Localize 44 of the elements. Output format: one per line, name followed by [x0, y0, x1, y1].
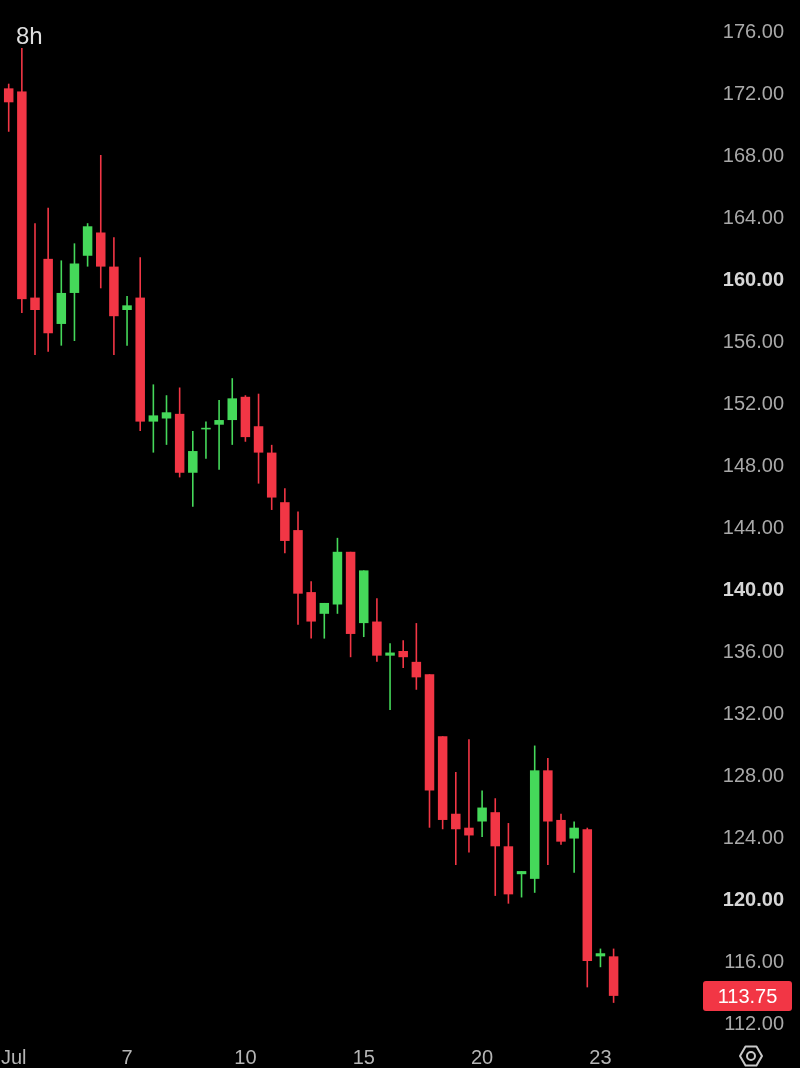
- candlestick: [556, 812, 566, 846]
- candlestick: [122, 295, 132, 347]
- candlestick: [569, 820, 579, 874]
- candlestick: [148, 383, 159, 454]
- y-tick-label: 144.00: [722, 516, 784, 538]
- candlestick: [161, 394, 172, 446]
- y-tick-label: 160.00: [722, 268, 784, 290]
- candlestick: [3, 82, 14, 133]
- x-tick-label: 15: [352, 1046, 375, 1068]
- y-tick-label: 120.00: [722, 888, 784, 910]
- candlestick: [319, 602, 330, 640]
- candlestick: [30, 222, 40, 356]
- y-tick-label: 124.00: [722, 826, 784, 848]
- y-tick-label: 148.00: [722, 454, 784, 476]
- y-tick-label: 140.00: [722, 578, 784, 600]
- y-tick-label: 128.00: [722, 764, 784, 786]
- candlestick: [464, 738, 474, 854]
- y-tick-label: 152.00: [722, 392, 784, 414]
- y-tick-label: 116.00: [724, 950, 784, 972]
- text: 113.75: [717, 984, 778, 1007]
- x-tick-label: 20: [470, 1046, 494, 1068]
- y-tick-label: 164.00: [722, 206, 784, 228]
- y-tick-label: 132.00: [722, 702, 784, 724]
- y-tick-label: 172.00: [722, 82, 784, 104]
- candlestick: [411, 622, 422, 691]
- y-tick-label: 156.00: [722, 330, 784, 352]
- candlestick: [188, 430, 198, 508]
- candlestick: [214, 399, 224, 471]
- candlestick: [398, 639, 408, 669]
- candlestick: [227, 377, 237, 446]
- candlestick: [595, 947, 606, 968]
- candlestick: [385, 642, 395, 711]
- candlestick: [477, 789, 487, 838]
- candlestick: [451, 771, 461, 866]
- x-tick-label: 23: [589, 1046, 612, 1068]
- candlestick: [516, 870, 527, 899]
- x-tick-label: 10: [234, 1046, 257, 1068]
- y-tick-label: 112.00: [724, 1012, 784, 1034]
- y-tick-label: 176.00: [722, 20, 784, 42]
- text: 8h: [16, 21, 43, 49]
- y-tick-label: 168.00: [722, 144, 784, 166]
- x-tick-label: Jul: [1, 1046, 27, 1068]
- y-tick-label: 136.00: [722, 640, 784, 662]
- x-tick-label: 7: [121, 1046, 133, 1068]
